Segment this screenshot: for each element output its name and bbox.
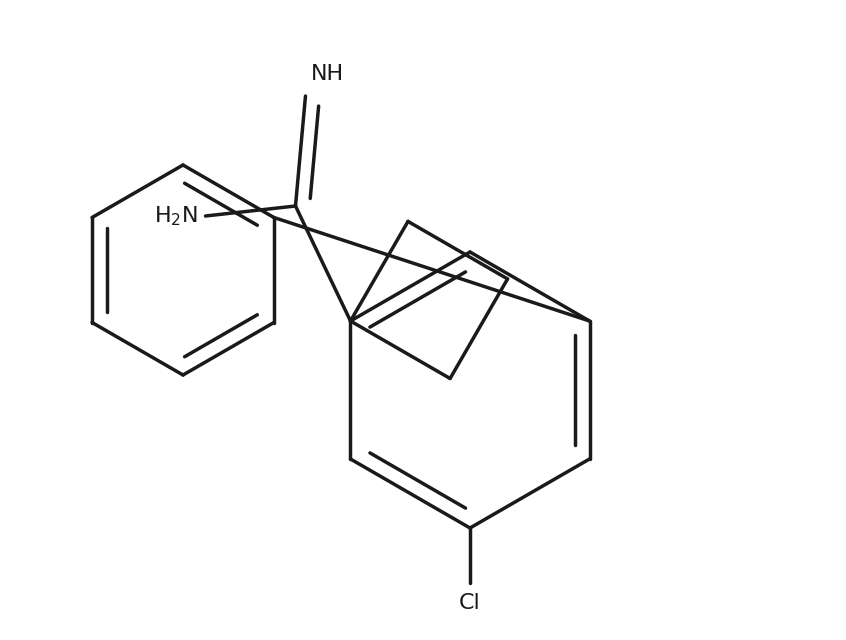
Text: NH: NH <box>310 64 343 84</box>
Text: H$_2$N: H$_2$N <box>154 204 197 228</box>
Text: Cl: Cl <box>459 593 481 613</box>
